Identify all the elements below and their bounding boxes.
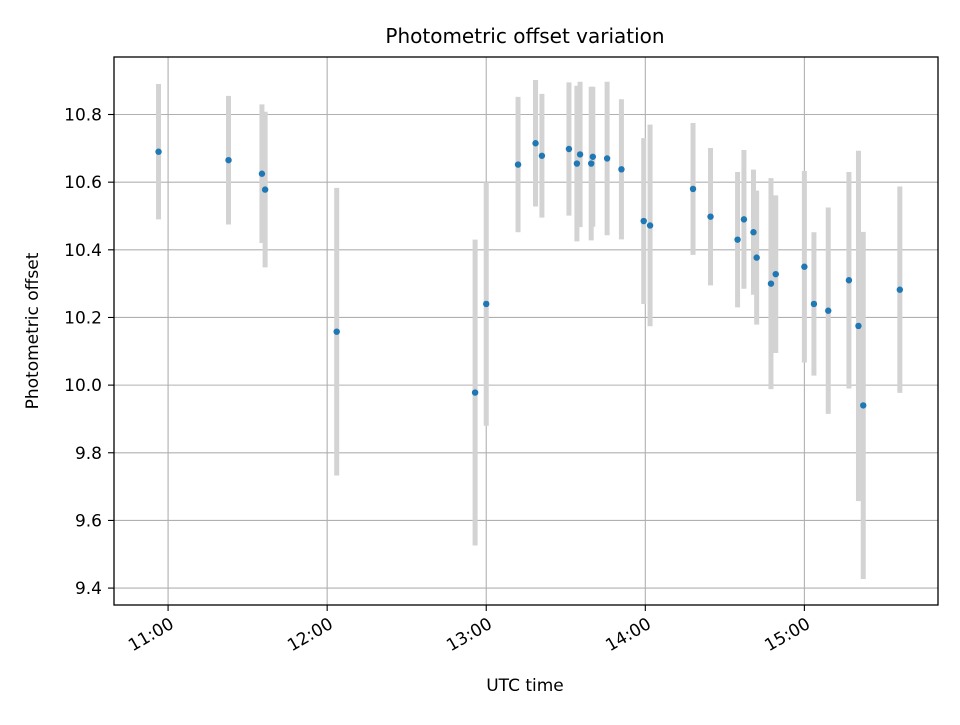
data-point: [225, 156, 232, 164]
y-tick-label: 10.6: [64, 173, 102, 193]
y-tick-label: 9.4: [75, 579, 102, 599]
data-point: [618, 166, 625, 173]
y-axis-label: Photometric offset: [23, 252, 43, 409]
data-point: [573, 160, 581, 167]
data-point: [855, 322, 862, 330]
data-point: [689, 185, 697, 193]
data-point: [767, 280, 775, 287]
data-point: [734, 236, 741, 243]
data-point: [589, 153, 597, 160]
data-point: [772, 270, 779, 278]
data-point: [258, 170, 266, 177]
data-point: [640, 217, 647, 225]
data-point: [753, 254, 760, 261]
y-tick-label: 10.4: [64, 241, 102, 261]
data-point: [707, 213, 714, 220]
plot-frame: [113, 56, 939, 606]
y-tick-label: 10.8: [64, 106, 102, 126]
data-point: [860, 402, 867, 409]
data-point: [603, 155, 611, 162]
data-point: [483, 300, 490, 308]
y-tick-label: 10.0: [64, 376, 102, 396]
data-point: [155, 148, 162, 155]
data-point: [471, 389, 479, 396]
data-point: [538, 152, 546, 159]
data-points: [155, 140, 904, 409]
y-tick-label: 9.6: [75, 511, 102, 531]
x-axis-label: UTC time: [486, 676, 564, 696]
data-point: [576, 151, 584, 158]
data-point: [750, 229, 757, 236]
data-point: [261, 186, 269, 193]
data-point: [810, 300, 818, 308]
data-point: [565, 145, 573, 153]
data-point: [588, 160, 595, 167]
axis-ticks: 11:00 12:00 13:00 14:00 15:009.49.69.810.010…: [64, 106, 814, 656]
data-point: [646, 222, 654, 229]
data-point: [896, 286, 904, 293]
data-point: [740, 216, 748, 223]
data-point: [514, 161, 522, 168]
data-point: [825, 307, 832, 314]
data-point: [532, 140, 539, 147]
y-tick-label: 10.2: [64, 308, 102, 328]
y-tick-label: 9.8: [75, 444, 102, 464]
data-point: [801, 263, 808, 270]
data-point: [333, 328, 340, 335]
data-point: [845, 277, 853, 284]
chart-title: Photometric offset variation: [385, 24, 664, 48]
